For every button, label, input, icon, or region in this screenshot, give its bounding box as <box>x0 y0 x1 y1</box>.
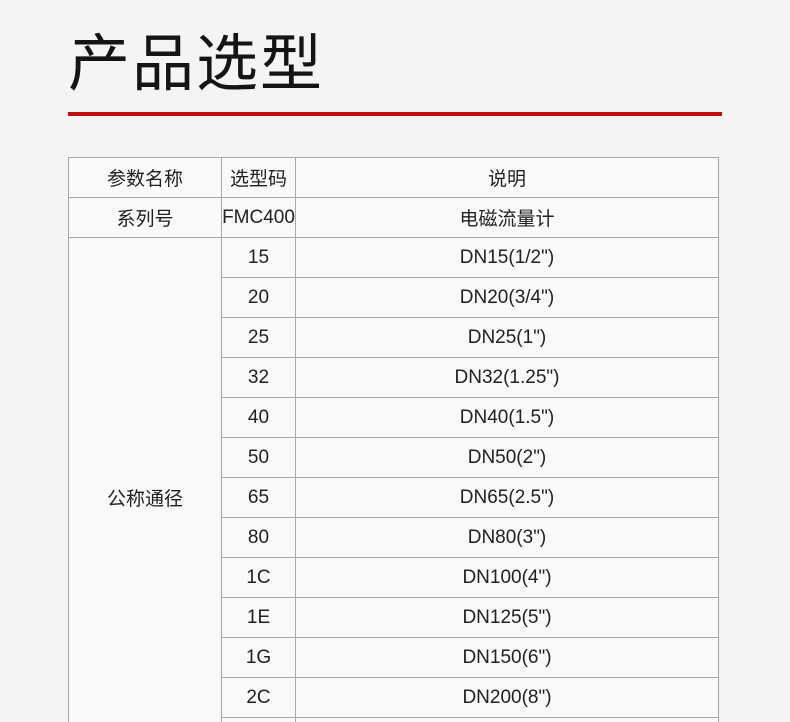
code-cell: 1E <box>221 597 296 639</box>
code-cell: 1G <box>221 637 296 679</box>
table-row-series: 系列号 FMC400 电磁流量计 <box>68 197 719 239</box>
description-cell: DN40(1.5") <box>295 397 719 439</box>
code-cell: 20 <box>221 277 296 319</box>
table-row-diameter: 公称通径 15 DN15(1/2") <box>68 237 719 722</box>
page-title: 产品选型 <box>68 30 325 99</box>
code-cell <box>221 717 296 722</box>
code-cell: 40 <box>221 397 296 439</box>
table-row-diameter: 1G DN150(6") <box>69 637 719 679</box>
description-cell: 电磁流量计 <box>295 197 719 239</box>
code-cell: 25 <box>221 317 296 359</box>
table-row-diameter: 25 DN25(1") <box>69 317 719 359</box>
description-cell <box>295 717 719 722</box>
product-selection-table: 参数名称 选型码 说明 系列号 FMC400 电磁流量计 公称通径 15 DN15(… <box>68 157 719 722</box>
code-cell: 65 <box>221 477 296 519</box>
table-row-diameter: 40 DN40(1.5") <box>69 397 719 439</box>
code-cell: 80 <box>221 517 296 559</box>
description-cell: DN25(1") <box>295 317 719 359</box>
code-cell: 1C <box>221 557 296 599</box>
description-cell: DN50(2") <box>295 437 719 479</box>
description-cell: DN200(8") <box>295 677 719 719</box>
description-cell: DN125(5") <box>295 597 719 639</box>
description-cell: DN65(2.5") <box>295 477 719 519</box>
parameter-name-cell: 公称通径 <box>68 237 222 722</box>
description-cell: DN150(6") <box>295 637 719 679</box>
red-divider <box>68 112 722 117</box>
table-row-diameter: 65 DN65(2.5") <box>69 477 719 519</box>
table-row-diameter: 32 DN32(1.25") <box>69 357 719 399</box>
description-cell: DN100(4") <box>295 557 719 599</box>
table-row-diameter: 2C DN200(8") <box>69 677 719 719</box>
column-header-code: 选型码 <box>221 157 296 199</box>
code-cell: 15 <box>221 237 296 279</box>
table-row-diameter: 1E DN125(5") <box>69 597 719 639</box>
description-cell: DN20(3/4") <box>295 277 719 319</box>
column-header-description: 说明 <box>295 157 719 199</box>
code-cell: 50 <box>221 437 296 479</box>
code-cell: 2C <box>221 677 296 719</box>
table-row-diameter <box>69 717 719 722</box>
table-row-diameter: 50 DN50(2") <box>69 437 719 479</box>
code-cell: 32 <box>221 357 296 399</box>
description-cell: DN32(1.25") <box>295 357 719 399</box>
parameter-name-cell: 系列号 <box>68 197 222 239</box>
column-header-parameter: 参数名称 <box>68 157 222 199</box>
table-row-diameter: 20 DN20(3/4") <box>69 277 719 319</box>
code-cell: FMC400 <box>221 197 296 239</box>
table-header-row: 参数名称 选型码 说明 <box>68 157 719 199</box>
description-cell: DN15(1/2") <box>295 237 719 279</box>
description-cell: DN80(3") <box>295 517 719 559</box>
table-row-diameter: 80 DN80(3") <box>69 517 719 559</box>
table-row-diameter: 1C DN100(4") <box>69 557 719 599</box>
